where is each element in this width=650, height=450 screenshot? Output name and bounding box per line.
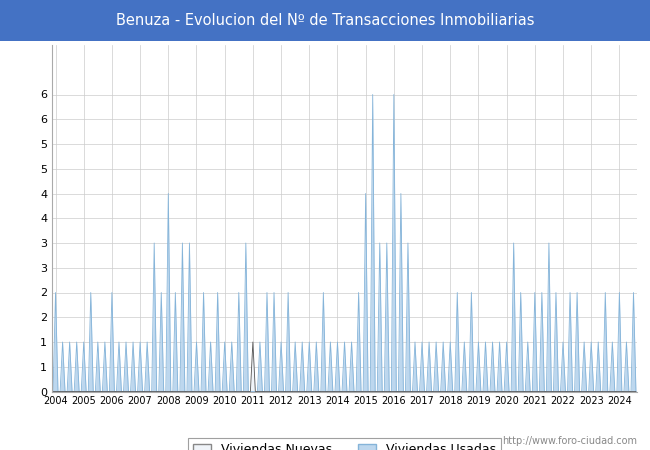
- Text: Benuza - Evolucion del Nº de Transacciones Inmobiliarias: Benuza - Evolucion del Nº de Transaccion…: [116, 13, 534, 28]
- Legend: Viviendas Nuevas, Viviendas Usadas: Viviendas Nuevas, Viviendas Usadas: [188, 438, 501, 450]
- Text: http://www.foro-ciudad.com: http://www.foro-ciudad.com: [502, 436, 637, 446]
